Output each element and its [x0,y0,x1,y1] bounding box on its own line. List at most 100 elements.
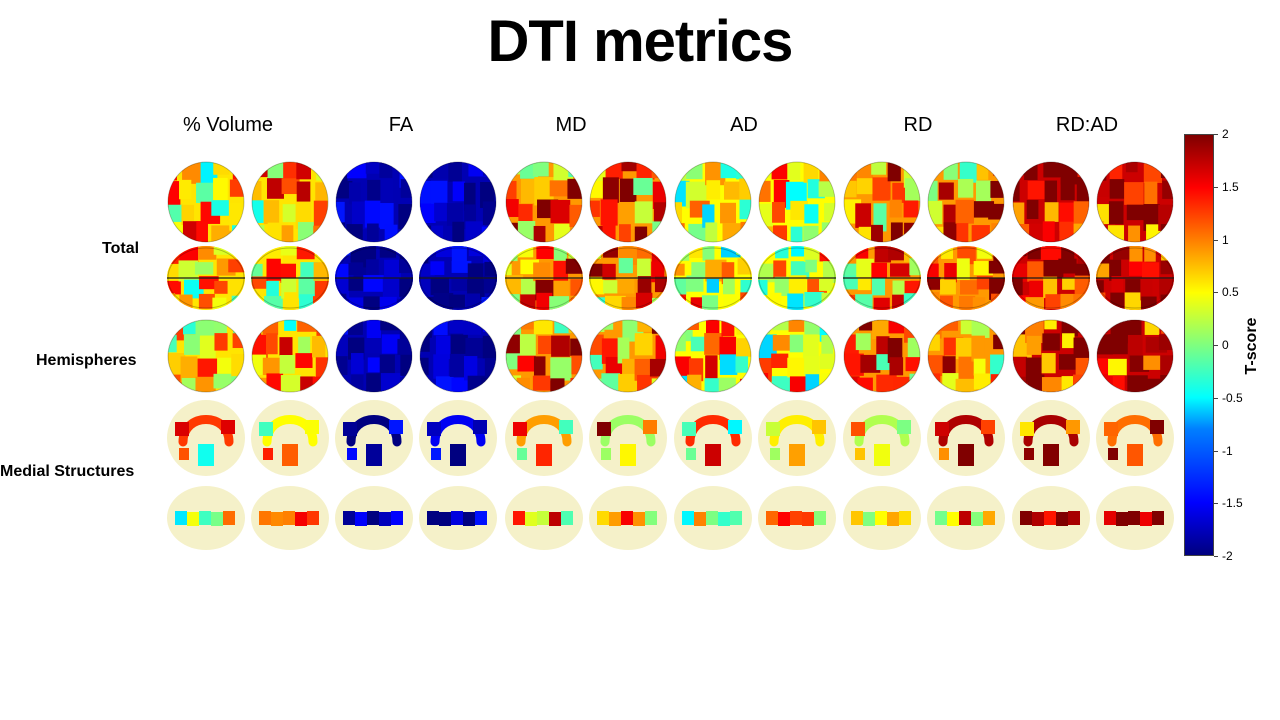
structure-block [1044,511,1056,525]
region-patch [1096,246,1110,264]
region-patch [180,356,198,383]
structure-block [561,511,573,525]
region-patch [554,223,570,242]
region-patch [1097,320,1108,333]
region-patch [876,354,890,371]
region-patch [689,246,704,258]
region-patch [1045,294,1062,309]
region-patch [182,162,203,184]
region-patch [430,180,448,204]
structure-block [812,420,826,434]
region-patch [1129,261,1147,276]
structure-block [802,512,814,526]
brain-render-sagittal [672,316,754,396]
region-patch [928,334,940,351]
region-patch [419,279,431,300]
region-patch [482,162,496,176]
region-patch [787,162,801,180]
region-patch [400,354,412,376]
structure-block [939,448,949,460]
region-patch [720,246,741,258]
region-patch [1073,337,1089,359]
colorbar-gradient [1184,134,1214,556]
region-patch [991,293,1005,310]
region-patch [971,225,990,242]
region-patch [336,375,348,392]
region-patch [759,358,772,382]
region-patch [1043,276,1058,298]
region-patch [603,280,618,294]
region-patch [927,292,940,310]
region-patch [517,246,534,258]
brain-render-medial [417,398,499,478]
region-patch [231,376,244,392]
region-patch [533,320,553,335]
region-patch [1161,320,1173,334]
region-patch [1027,180,1048,200]
region-patch [675,162,686,182]
brain-render-medial [165,398,247,478]
brain-render-medial [841,398,923,478]
structure-block [778,512,790,526]
brain-outline [843,161,921,243]
region-patch [312,376,327,392]
colorbar-tick-label: -1.5 [1222,496,1243,510]
region-patch [873,297,890,310]
region-patch [184,279,204,299]
region-patch [705,320,720,337]
region-patch [927,277,941,290]
region-patch [872,177,891,201]
structure-block [199,511,211,525]
region-patch [739,178,751,200]
region-patch [758,279,768,296]
structure-block [439,512,451,526]
region-patch [804,292,824,307]
region-patch [251,263,263,284]
region-patch [266,178,284,199]
colorbar-tick [1214,503,1218,504]
region-patch [602,177,619,203]
structure-block [947,512,959,526]
region-patch [702,246,715,261]
region-patch [874,246,892,263]
region-patch [1160,294,1174,310]
region-patch [686,162,703,180]
region-patch [1044,202,1059,222]
structure-block [366,444,382,466]
region-patch [723,295,737,310]
brain-render-sagittal [417,316,499,396]
region-patch [706,180,721,200]
structure-block [1032,512,1044,526]
region-patch [941,246,953,259]
region-patch [168,162,177,181]
region-patch [179,246,199,263]
structure-block [706,511,718,525]
region-patch [448,294,465,308]
region-patch [856,178,878,195]
structure-block [537,511,549,525]
region-patch [433,354,449,379]
region-patch [621,162,640,172]
region-patch [675,334,686,352]
structure-block [766,511,778,525]
region-patch [266,258,281,281]
region-patch [549,296,570,310]
region-patch [481,226,496,242]
region-patch [231,225,244,242]
colorbar-tick [1214,451,1218,452]
region-patch [805,259,817,273]
region-patch [618,258,633,274]
region-patch [600,320,614,330]
region-patch [1013,180,1020,202]
structure-block [513,511,525,525]
brain-outline [419,247,497,309]
region-patch [993,162,1004,176]
brain-render-medial [587,398,669,478]
brain-outline [927,161,1005,243]
region-patch [468,162,490,177]
structure-block [645,511,657,525]
region-patch [312,336,326,358]
structure-block [450,444,466,466]
region-patch [213,246,234,255]
brain-render-medial [756,398,838,478]
